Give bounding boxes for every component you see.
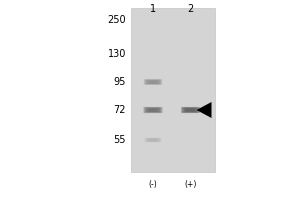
FancyBboxPatch shape: [182, 107, 199, 113]
FancyBboxPatch shape: [186, 108, 195, 112]
FancyBboxPatch shape: [143, 107, 163, 113]
FancyBboxPatch shape: [148, 80, 158, 84]
FancyBboxPatch shape: [146, 138, 160, 142]
FancyBboxPatch shape: [144, 107, 162, 113]
FancyBboxPatch shape: [146, 80, 160, 84]
FancyBboxPatch shape: [145, 107, 161, 113]
FancyBboxPatch shape: [146, 108, 160, 112]
FancyBboxPatch shape: [145, 138, 161, 142]
FancyBboxPatch shape: [147, 138, 159, 142]
Text: 72: 72: [113, 105, 126, 115]
Bar: [130, 8, 214, 172]
Text: 2: 2: [188, 4, 194, 14]
FancyBboxPatch shape: [148, 138, 158, 142]
FancyBboxPatch shape: [185, 108, 196, 112]
Text: (-): (-): [148, 180, 158, 188]
FancyBboxPatch shape: [184, 108, 196, 112]
FancyBboxPatch shape: [187, 109, 194, 111]
FancyBboxPatch shape: [144, 79, 162, 85]
Text: 95: 95: [114, 77, 126, 87]
FancyBboxPatch shape: [184, 108, 197, 112]
FancyBboxPatch shape: [150, 139, 156, 141]
FancyBboxPatch shape: [148, 139, 158, 141]
FancyBboxPatch shape: [181, 107, 200, 113]
Text: 1: 1: [150, 4, 156, 14]
FancyBboxPatch shape: [150, 81, 156, 83]
FancyBboxPatch shape: [146, 80, 160, 84]
FancyBboxPatch shape: [147, 80, 159, 84]
Text: 130: 130: [108, 49, 126, 59]
FancyBboxPatch shape: [183, 107, 198, 113]
Text: 55: 55: [113, 135, 126, 145]
FancyBboxPatch shape: [149, 109, 157, 111]
FancyBboxPatch shape: [147, 108, 159, 112]
Text: 250: 250: [107, 15, 126, 25]
FancyBboxPatch shape: [148, 108, 158, 112]
FancyBboxPatch shape: [145, 138, 161, 142]
Polygon shape: [196, 102, 211, 118]
FancyBboxPatch shape: [145, 79, 161, 85]
Text: (+): (+): [184, 180, 197, 188]
FancyBboxPatch shape: [149, 139, 157, 141]
FancyBboxPatch shape: [149, 81, 157, 83]
FancyBboxPatch shape: [148, 108, 158, 112]
